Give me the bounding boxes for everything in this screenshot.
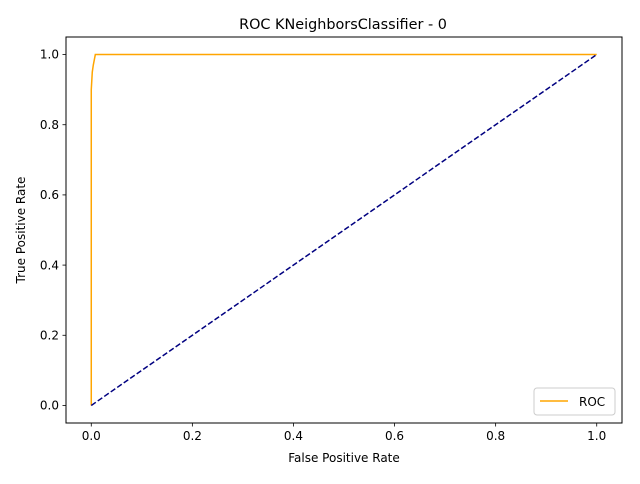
x-tick-label: 0.4 <box>284 429 303 443</box>
y-tick-label: 1.0 <box>40 48 59 62</box>
series-line-roc <box>90 53 597 406</box>
x-axis-label: False Positive Rate <box>288 451 400 465</box>
legend-label-roc: ROC <box>579 395 605 409</box>
x-axis: 0.0 0.2 0.4 0.6 0.8 1.0 <box>82 423 606 443</box>
chart-title: ROC KNeighborsClassifier - 0 <box>239 17 447 33</box>
x-tick-label: 0.2 <box>183 429 202 443</box>
x-tick-label: 1.0 <box>587 429 606 443</box>
diagonal-reference-line <box>90 53 598 407</box>
legend: ROC <box>533 387 616 416</box>
y-tick-label: 0.4 <box>40 258 59 272</box>
plot-frame <box>65 36 623 424</box>
y-axis: 0.0 0.2 0.4 0.6 0.8 1.0 <box>40 48 66 413</box>
y-tick-label: 0.8 <box>40 118 59 132</box>
legend-box <box>533 387 616 416</box>
y-axis-label: True Positive Rate <box>14 177 28 285</box>
y-tick-label: 0.2 <box>40 328 59 342</box>
y-tick-label: 0.6 <box>40 188 59 202</box>
plot-area <box>90 53 598 407</box>
x-tick-label: 0.0 <box>82 429 101 443</box>
x-tick-label: 0.8 <box>486 429 505 443</box>
x-tick-label: 0.6 <box>385 429 404 443</box>
y-tick-label: 0.0 <box>40 399 59 413</box>
